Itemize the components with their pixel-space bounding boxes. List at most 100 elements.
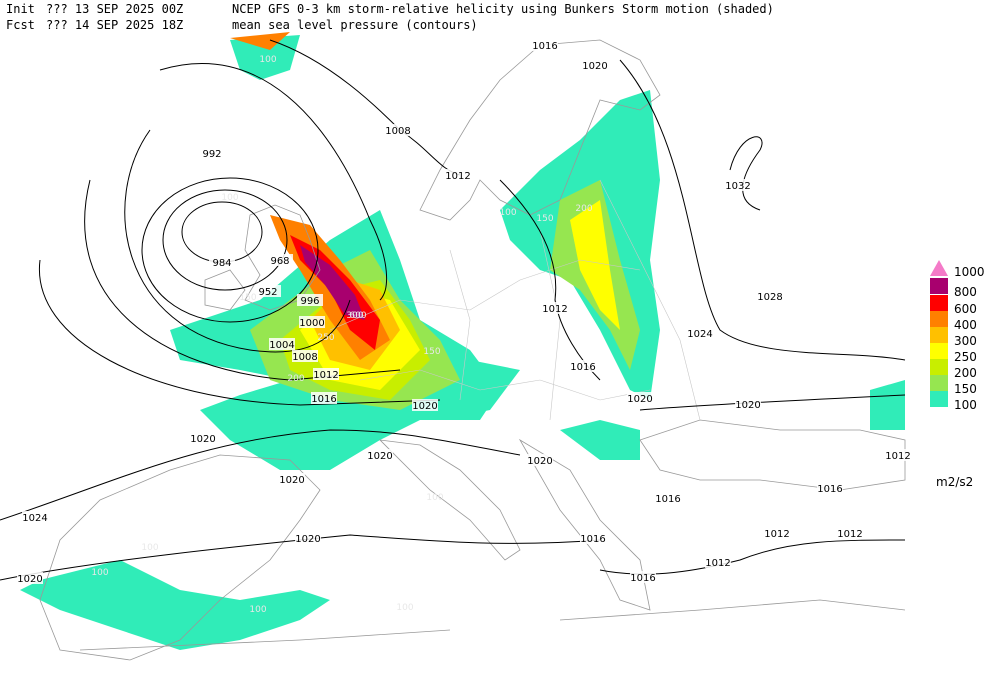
contour-label-bg	[297, 294, 323, 306]
contour-label: 1012	[885, 451, 910, 462]
contour-label-bg	[292, 350, 318, 362]
contour-label-bg	[532, 39, 558, 51]
shade-label: 100	[221, 193, 238, 203]
contour-label: 992	[202, 149, 221, 160]
contour-label: 1020	[627, 394, 652, 405]
contour-label: 1020	[735, 400, 760, 411]
contour-label-bg	[199, 147, 225, 159]
shaded-title: NCEP GFS 0-3 km storm-relative helicity …	[232, 2, 774, 16]
contour-label-bg	[570, 360, 596, 372]
shade-label: 150	[536, 214, 553, 224]
contour-label-bg	[367, 449, 393, 461]
contour-label: 1020	[279, 475, 304, 486]
contour-label-bg	[190, 432, 216, 444]
contour-label: 1012	[764, 529, 789, 540]
contour-label: 996	[300, 296, 319, 307]
contour-label: 1016	[311, 394, 336, 405]
contour-label: 1004	[269, 340, 294, 351]
shade-label: 150	[239, 293, 256, 303]
shade-label: 300	[346, 311, 363, 321]
contour-label-bg	[582, 59, 608, 71]
legend-label: 300	[954, 334, 977, 348]
legend-label: 200	[954, 366, 977, 380]
contour-label: 1012	[705, 558, 730, 569]
legend-label: 400	[954, 318, 977, 332]
contour-label: 1020	[295, 534, 320, 545]
contour-label-bg	[313, 368, 339, 380]
contour-label: 952	[258, 287, 277, 298]
contour-label: 1012	[837, 529, 862, 540]
legend-label: 250	[954, 350, 977, 364]
srh-shade	[20, 560, 330, 650]
shade-label: 100	[426, 493, 443, 503]
srh-shade	[230, 32, 290, 50]
srh-shade	[230, 35, 300, 80]
contour-title: mean sea level pressure (contours)	[232, 18, 478, 32]
legend-label: 1000	[954, 265, 985, 279]
shade-label: 250	[317, 333, 334, 343]
contour-label: 1008	[292, 352, 317, 363]
contour-label: 1016	[630, 573, 655, 584]
legend-unit: m2/s2	[936, 475, 973, 489]
contour-label-bg	[17, 572, 43, 584]
contour-label-bg	[295, 532, 321, 544]
shade-label: 100	[249, 605, 266, 615]
contour-label-bg	[885, 449, 911, 461]
contour-label: 1000	[299, 318, 324, 329]
shade-label: 100	[141, 543, 158, 553]
contour-label: 1016	[570, 362, 595, 373]
shade-label: 600	[349, 311, 366, 321]
contour-label-bg	[299, 316, 325, 328]
contour-label: 1020	[582, 61, 607, 72]
shading	[20, 32, 905, 650]
legend-swatch	[930, 375, 948, 391]
contour-label: 1020	[412, 401, 437, 412]
legend-swatch	[930, 311, 948, 327]
contour-label-bg	[687, 327, 713, 339]
shade-label: 100	[91, 568, 108, 578]
contour-label: 1028	[757, 292, 782, 303]
contour-label: 1008	[385, 126, 410, 137]
contour-label-bg	[412, 399, 438, 411]
contour-label: 1024	[687, 329, 712, 340]
shade-label: 200	[287, 374, 304, 384]
contour-label: 1016	[817, 484, 842, 495]
shade-label: 150	[423, 347, 440, 357]
contour-label: 1020	[367, 451, 392, 462]
contour-label-bg	[725, 179, 751, 191]
contour-label-bg	[255, 285, 281, 297]
contour-label-bg	[630, 571, 656, 583]
shade-label: 200	[575, 204, 592, 214]
contour-label: 1012	[542, 304, 567, 315]
contour-label: 984	[212, 258, 231, 269]
contour-label-bg	[527, 454, 553, 466]
legend: m2/s2 1000 800 600 400 300 250 200 150 100	[930, 260, 985, 489]
contour-label-bg	[757, 290, 783, 302]
legend-swatch	[930, 391, 948, 407]
legend-label: 150	[954, 382, 977, 396]
contour-label: 1012	[445, 171, 470, 182]
contour-label-bg	[22, 511, 48, 523]
init-time: ??? 13 SEP 2025 00Z	[46, 2, 183, 16]
contour-label-bg	[279, 473, 305, 485]
contour-label: 1020	[190, 434, 215, 445]
contour-label-bg	[267, 254, 293, 266]
legend-swatch	[930, 327, 948, 343]
fcst-time: ??? 14 SEP 2025 18Z	[46, 18, 183, 32]
contour-label: 1032	[725, 181, 750, 192]
coastlines	[39, 39, 906, 661]
fcst-label: Fcst	[6, 18, 35, 32]
contour-label: 1020	[17, 574, 42, 585]
init-label: Init	[6, 2, 35, 16]
shade-label: 100	[499, 208, 516, 218]
legend-swatch	[930, 260, 948, 276]
contour-label: 1024	[22, 513, 47, 524]
legend-swatch	[930, 295, 948, 311]
legend-label: 100	[954, 398, 977, 412]
legend-swatch	[930, 343, 948, 359]
isobars	[0, 39, 906, 581]
borders	[329, 179, 701, 421]
contour-label-bg	[209, 256, 235, 268]
contour-label: 1016	[655, 494, 680, 505]
